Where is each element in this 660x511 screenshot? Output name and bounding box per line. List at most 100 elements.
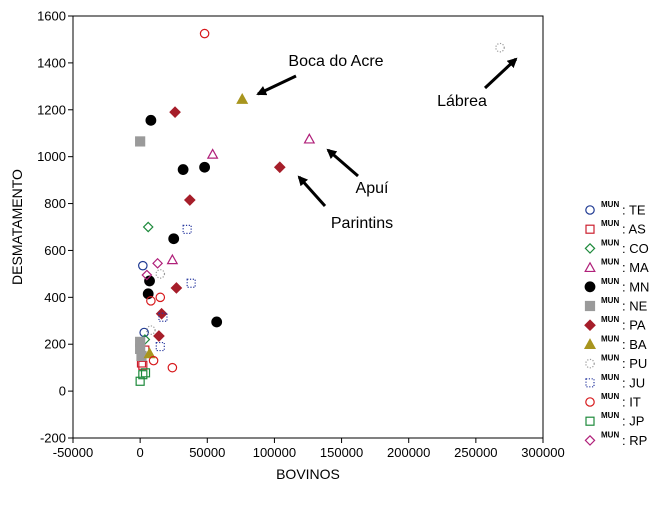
x-axis: -50000 0 50000 100000 150000 200000 250000 3000… (53, 438, 565, 460)
data-point-rp (152, 257, 164, 269)
data-point-ma (303, 133, 316, 144)
legend-prefix: MUN (601, 200, 619, 209)
x-tick-label: 0 (137, 445, 144, 460)
legend-prefix: MUN (601, 277, 619, 286)
y-axis-title: DESMATAMENTO (9, 169, 25, 285)
y-tick-label: 800 (44, 196, 66, 211)
legend-prefix: MUN (601, 430, 619, 439)
annotation-label: Apuí (356, 180, 389, 197)
legend-marker-it (585, 397, 595, 407)
y-tick-label: 0 (59, 384, 66, 399)
data-point-pu (146, 325, 156, 335)
legend-prefix: MUN (601, 373, 619, 382)
data-point-ju (155, 341, 165, 352)
legend-entry-label: : BA (622, 337, 647, 352)
data-point-mn (145, 114, 157, 126)
data-point-ju (186, 278, 196, 288)
data-point-it (155, 292, 166, 303)
y-tick-label: -200 (40, 431, 66, 446)
legend-prefix: MUN (601, 411, 619, 420)
annotation-label: Lábrea (437, 93, 487, 110)
y-tick-label: 1400 (37, 55, 66, 70)
legend-prefix: MUN (601, 334, 619, 343)
plot-frame (72, 15, 544, 439)
y-tick-label: 1200 (37, 102, 66, 117)
data-point-te (138, 260, 148, 271)
data-point-it (199, 28, 210, 39)
legend-entry-label: : TE (622, 203, 646, 218)
data-point-ne (136, 350, 147, 362)
legend-entry-label: : IT (622, 395, 641, 410)
data-point-jp (138, 370, 148, 380)
legend-marker-ju (585, 378, 595, 388)
annotation-label: Parintins (331, 215, 393, 232)
legend-entry-label: : JP (622, 414, 644, 429)
data-point-mn (177, 164, 189, 175)
legend-marker-te (585, 205, 595, 215)
legend-marker-pa (584, 319, 596, 332)
data-point-te (139, 327, 149, 338)
legend-marker-pu (585, 358, 595, 369)
legend-prefix: MUN (601, 315, 619, 324)
legend-marker-co (584, 242, 596, 254)
legend-marker-as (585, 224, 595, 234)
legend-entry-label: : PU (622, 356, 647, 371)
x-tick-label: 300000 (521, 445, 564, 460)
x-tick-label: -50000 (53, 445, 93, 460)
data-point-ma (206, 148, 219, 159)
legend-marker-jp (585, 416, 595, 426)
data-point-ju (182, 224, 192, 234)
data-point-mn (199, 161, 211, 173)
annotations: Boca do Acre Lábrea Apuí Parintins (256, 53, 518, 232)
annotation-arrow (297, 175, 327, 208)
data-point-co (142, 221, 154, 233)
x-tick-label: 50000 (189, 445, 225, 460)
data-point-jp (135, 376, 145, 386)
x-tick-label: 150000 (320, 445, 363, 460)
data-point-it (167, 362, 178, 373)
legend-entry-label: : NE (622, 299, 648, 314)
legend-entry-label: : AS (622, 222, 646, 237)
legend-entry-label: : MA (622, 260, 649, 275)
y-axis: -200 0 200 400 600 800 1000 1200 1400 1600 (37, 9, 73, 446)
legend-marker-rp (584, 434, 596, 446)
annotation-arrow (326, 148, 359, 178)
y-tick-label: 200 (44, 337, 66, 352)
data-point-rp (141, 269, 153, 281)
legend-marker-ne (584, 300, 596, 312)
y-tick-label: 1000 (37, 149, 66, 164)
y-tick-label: 600 (44, 243, 66, 258)
x-tick-label: 250000 (454, 445, 497, 460)
y-tick-label: 1600 (37, 9, 66, 24)
y-tick-label: 400 (44, 290, 66, 305)
legend-entry-label: : CO (622, 241, 649, 256)
data-point-mn (168, 233, 180, 245)
data-point-pa (153, 330, 165, 342)
legend-prefix: MUN (601, 238, 619, 247)
data-point-it (146, 296, 156, 306)
data-point-mn (211, 316, 223, 328)
legend-prefix: MUN (601, 354, 619, 363)
data-point-ju (158, 312, 168, 322)
data-point-pa (273, 161, 286, 174)
legend-prefix: MUN (601, 219, 619, 228)
data-point-ba (236, 92, 249, 104)
data-point-it (148, 355, 159, 366)
legend-entry-label: : MN (622, 279, 649, 294)
annotation-label: Boca do Acre (288, 53, 383, 70)
legend-prefix: MUN (601, 296, 619, 305)
data-point-pa (183, 194, 196, 206)
legend-entry-label: : RP (622, 433, 647, 448)
legend-prefix: MUN (601, 258, 619, 267)
data-point-pa (170, 282, 183, 294)
x-tick-label: 100000 (253, 445, 296, 460)
x-tick-label: 200000 (387, 445, 430, 460)
data-point-pu (155, 269, 166, 279)
legend-marker-ba (583, 338, 597, 349)
data-point-ma (166, 253, 179, 265)
data-point-jp (140, 368, 151, 378)
legend-marker-ma (584, 261, 596, 273)
data-point-pa (169, 106, 181, 118)
